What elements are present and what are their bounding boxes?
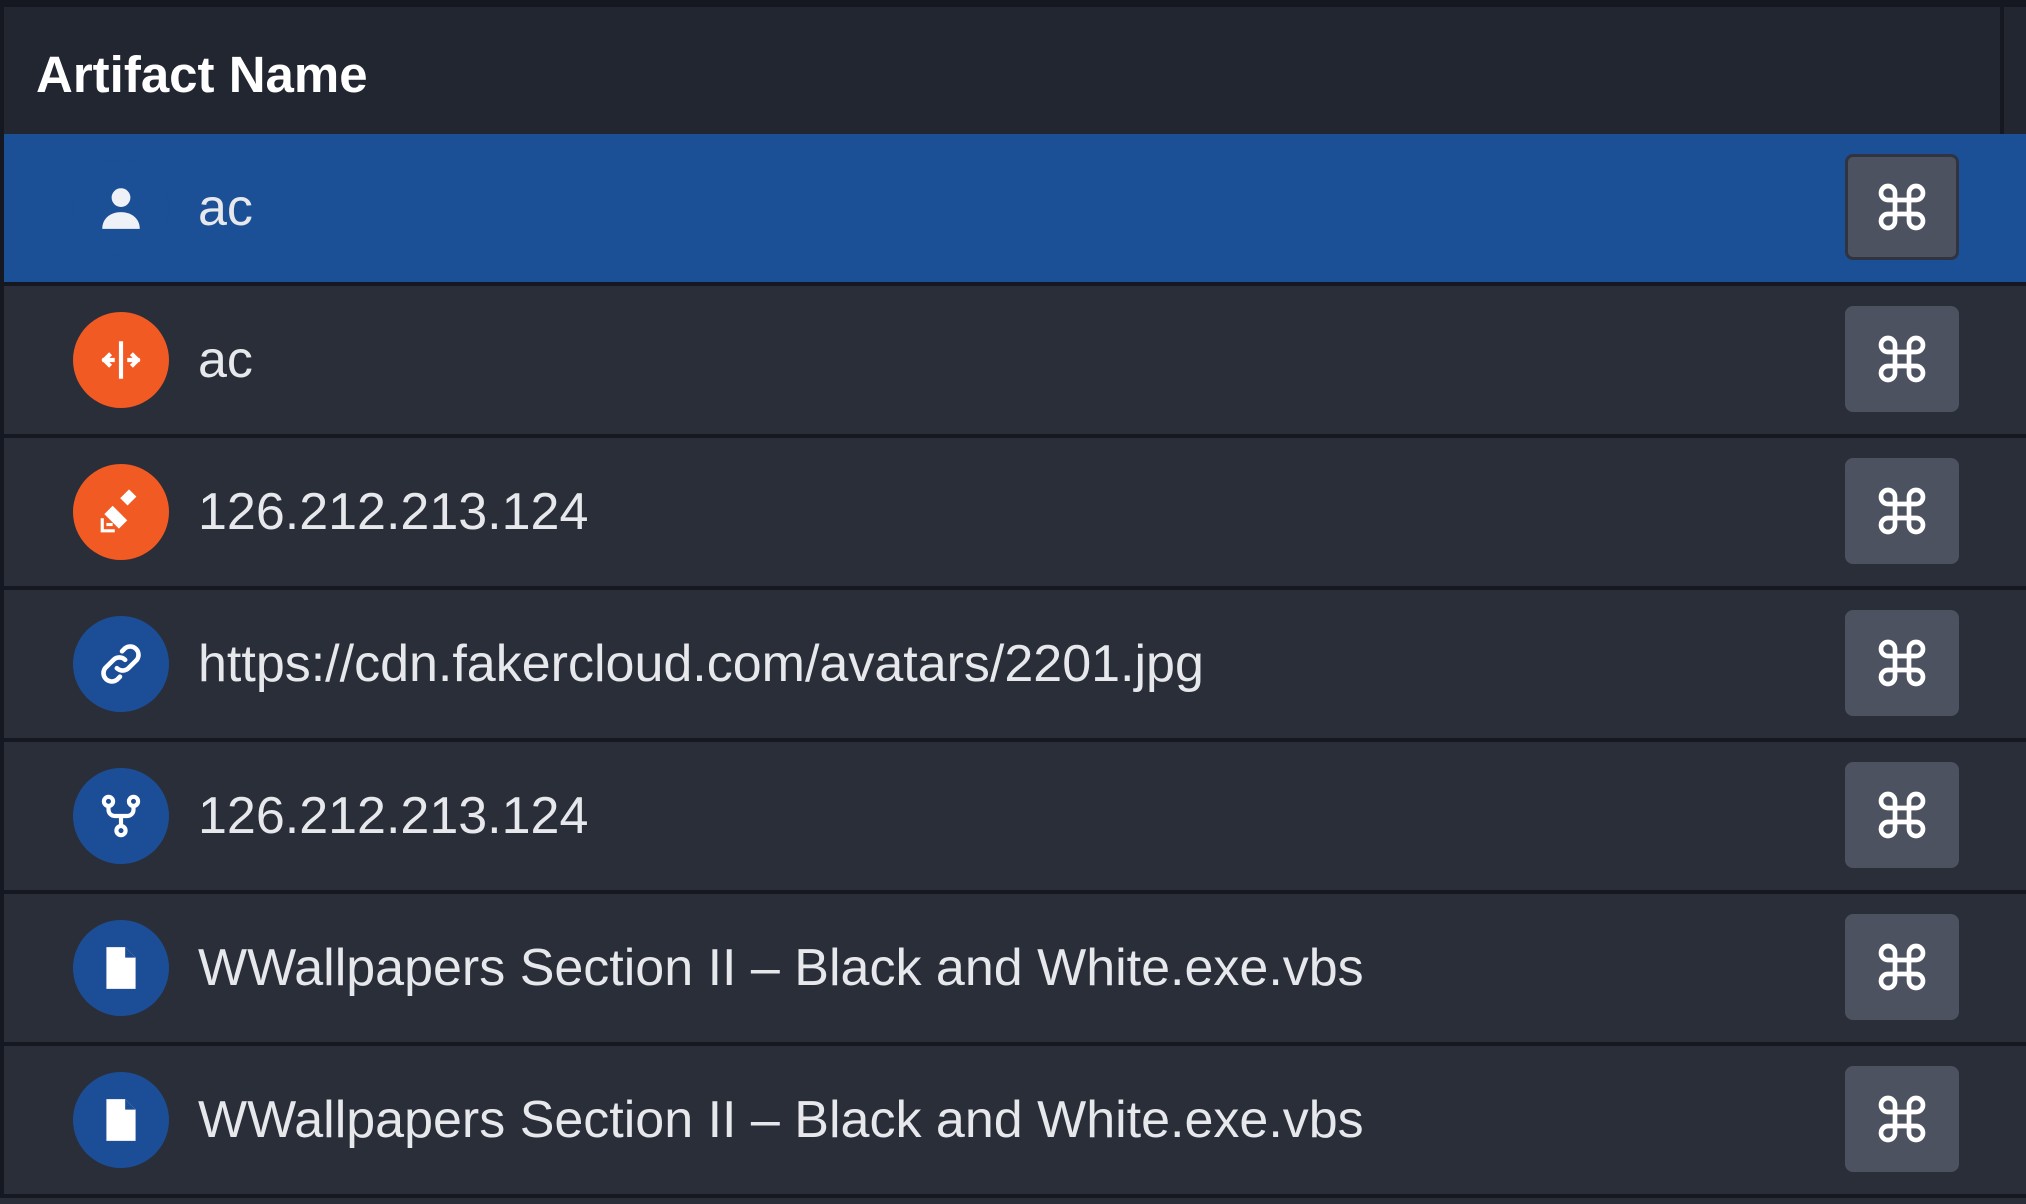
- fork-icon: [73, 768, 169, 864]
- command-key-icon: [1874, 1091, 1930, 1147]
- file-icon: [73, 920, 169, 1016]
- artifact-name: WWallpapers Section II – Black and White…: [198, 1091, 1364, 1149]
- command-key-icon: [1874, 787, 1930, 843]
- command-button[interactable]: [1845, 1066, 1959, 1172]
- table-row[interactable]: ac: [0, 286, 2026, 438]
- command-key-icon: [1874, 939, 1930, 995]
- artifact-name: 126.212.213.124: [198, 787, 589, 845]
- link-icon: [73, 616, 169, 712]
- artifact-name: https://cdn.fakercloud.com/avatars/2201.…: [198, 635, 1204, 693]
- command-key-icon: [1874, 483, 1930, 539]
- split-arrows-icon: [73, 312, 169, 408]
- artifact-name: ac: [198, 331, 253, 389]
- command-key-icon: [1874, 179, 1930, 235]
- command-button[interactable]: [1845, 762, 1959, 868]
- table-row[interactable]: 126.212.213.124: [0, 438, 2026, 590]
- artifact-name: ac: [198, 179, 253, 237]
- table-row[interactable]: https://cdn.fakercloud.com/avatars/2201.…: [0, 590, 2026, 742]
- command-button[interactable]: [1845, 914, 1959, 1020]
- command-button[interactable]: [1845, 458, 1959, 564]
- command-button[interactable]: [1845, 154, 1959, 260]
- column-header-artifact-name[interactable]: Artifact Name: [36, 46, 368, 103]
- top-border: [0, 0, 2026, 7]
- table-row[interactable]: ac: [0, 134, 2026, 286]
- person-icon: [73, 160, 169, 256]
- broom-icon: [73, 464, 169, 560]
- artifact-table-body: ac ac 126.212.213.124 https://cdn.fakerclou…: [0, 134, 2026, 1198]
- table-row[interactable]: WWallpapers Section II – Black and White…: [0, 894, 2026, 1046]
- file-icon: [73, 1072, 169, 1168]
- header-filler: [2004, 7, 2026, 134]
- command-key-icon: [1874, 331, 1930, 387]
- column-resize-handle[interactable]: [2000, 7, 2004, 134]
- artifact-name: WWallpapers Section II – Black and White…: [198, 939, 1364, 997]
- command-key-icon: [1874, 635, 1930, 691]
- table-row[interactable]: WWallpapers Section II – Black and White…: [0, 1046, 2026, 1198]
- command-button[interactable]: [1845, 306, 1959, 412]
- command-button[interactable]: [1845, 610, 1959, 716]
- table-row[interactable]: 126.212.213.124: [0, 742, 2026, 894]
- artifact-name: 126.212.213.124: [198, 483, 589, 541]
- table-header: Artifact Name: [0, 7, 2000, 134]
